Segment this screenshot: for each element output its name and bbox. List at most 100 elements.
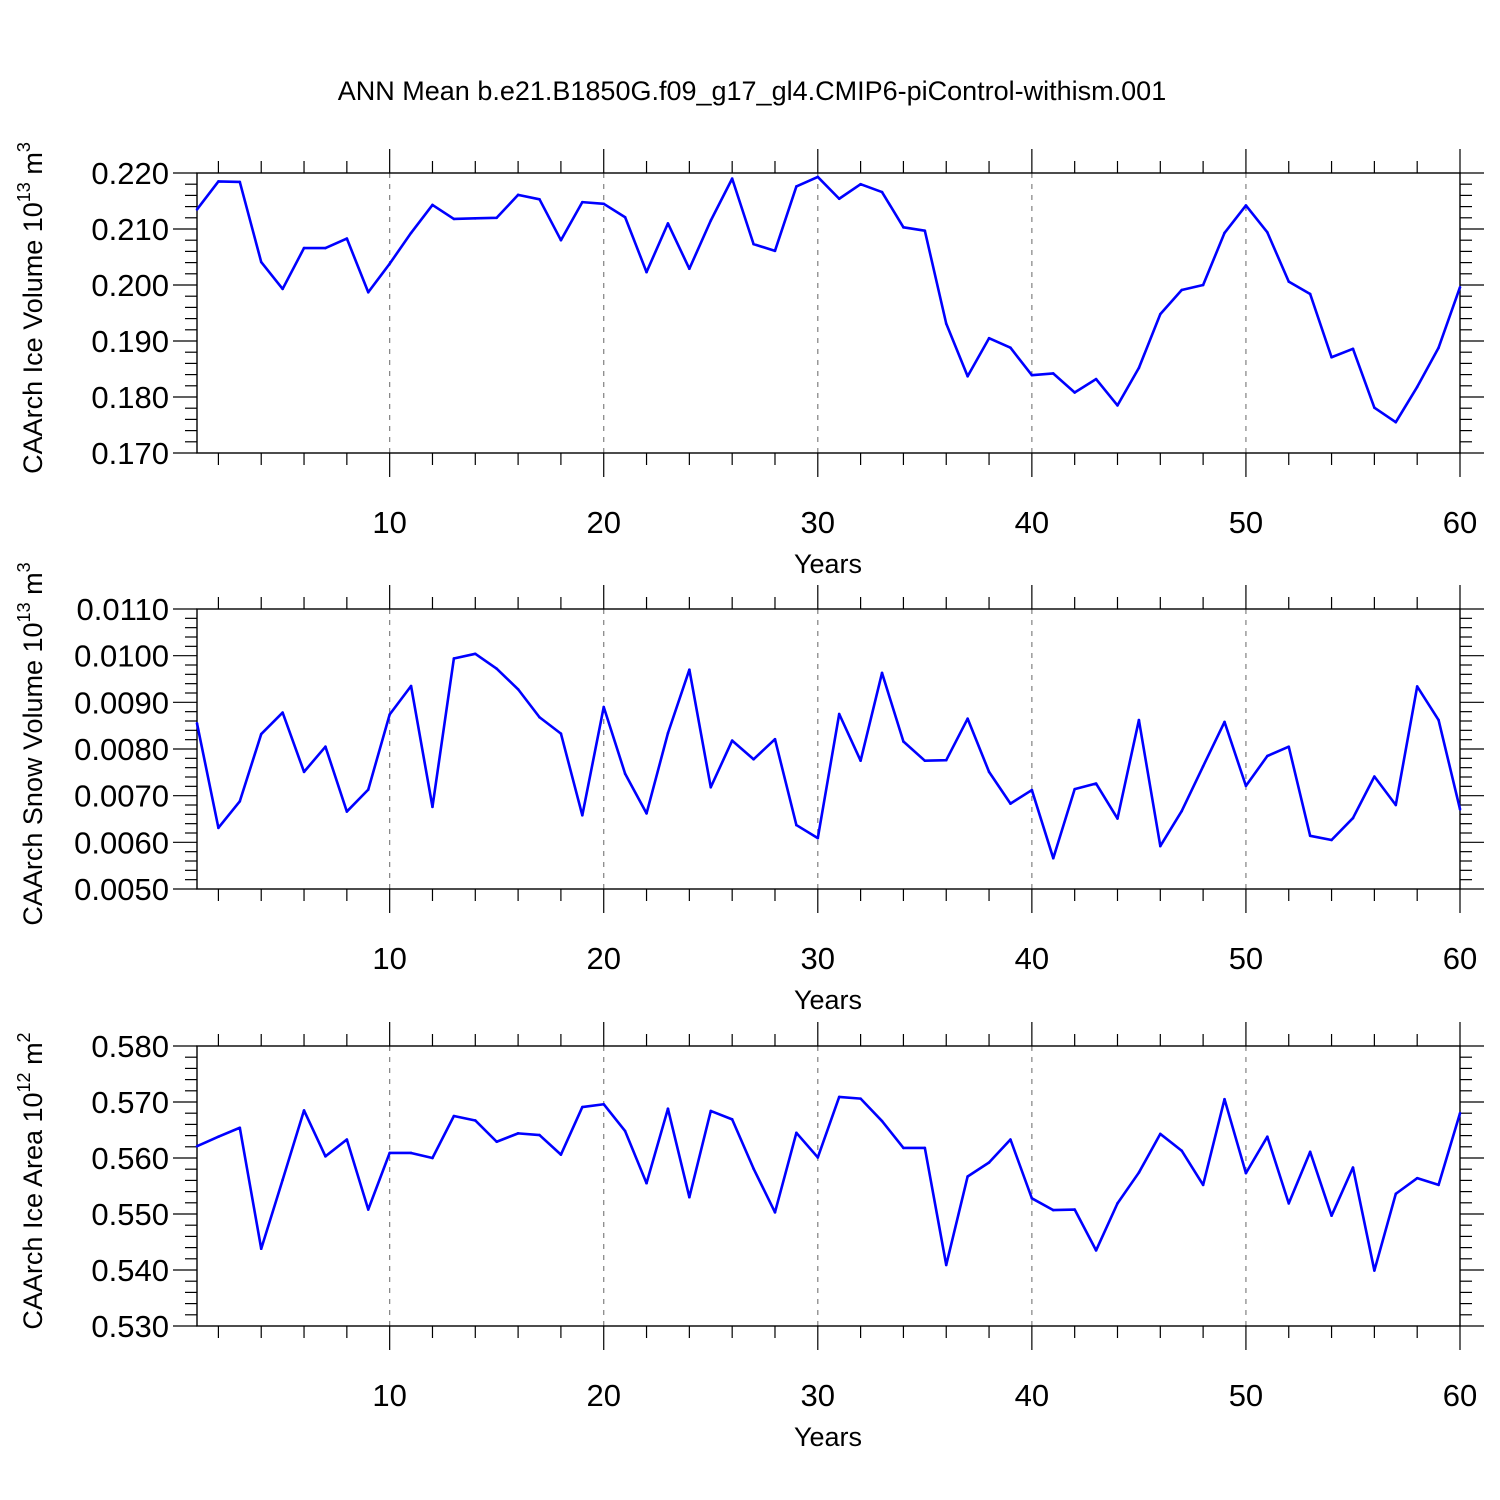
data-point [281, 711, 284, 714]
data-point [1030, 1197, 1034, 1200]
data-point [1051, 372, 1055, 375]
data-point [880, 671, 884, 675]
data-point [581, 813, 584, 817]
data-point [516, 1132, 520, 1135]
data-point [688, 668, 691, 671]
data-point [859, 182, 862, 186]
data-point [623, 215, 627, 219]
data-point [1437, 718, 1440, 722]
data-point [688, 267, 691, 271]
data-point [709, 1109, 713, 1113]
data-point [944, 758, 948, 762]
data-point [859, 1097, 862, 1100]
data-point [324, 1155, 327, 1158]
data-point [409, 684, 413, 688]
y-tick-label: 0.0100 [74, 639, 169, 674]
data-point [1394, 420, 1398, 424]
data-point [1373, 406, 1376, 409]
data-point [1180, 809, 1184, 813]
data-point [409, 1151, 413, 1155]
data-point [645, 1181, 648, 1185]
data-point [987, 336, 991, 340]
data-point [1223, 231, 1226, 235]
x-tick-label: 50 [1229, 1378, 1263, 1413]
x-tick-label: 60 [1443, 1378, 1477, 1413]
y-tick-label: 0.0080 [74, 732, 169, 767]
data-point [880, 1119, 884, 1123]
data-point [1223, 720, 1226, 724]
data-point [217, 826, 220, 830]
data-point [966, 1175, 969, 1178]
data-point [773, 249, 777, 253]
data-point [259, 1247, 263, 1251]
data-point [1159, 844, 1162, 848]
data-point [837, 197, 841, 201]
data-point [431, 203, 434, 207]
data-point [1330, 838, 1333, 842]
data-point [366, 1208, 370, 1211]
data-point [409, 231, 413, 235]
data-point [902, 740, 905, 743]
data-point [324, 246, 327, 250]
data-point [366, 290, 370, 294]
x-tick-label: 10 [372, 941, 406, 976]
data-point [966, 717, 969, 720]
x-tick-label: 30 [801, 1378, 835, 1413]
data-point [559, 238, 563, 242]
data-point [559, 1153, 563, 1156]
data-point [1116, 404, 1119, 407]
data-point [1180, 288, 1184, 292]
data-point [1308, 1150, 1312, 1154]
panel-3: 0.530 0.540 0.550 0.560 0.570 0.580 10 20 30 40 50… [14, 1022, 1484, 1452]
data-point [581, 1105, 584, 1109]
data-point [302, 770, 306, 774]
data-point [944, 1263, 948, 1267]
x-tick-label: 60 [1443, 505, 1477, 540]
data-point [1415, 385, 1419, 389]
y-tick-label: 0.560 [91, 1141, 169, 1176]
data-point [923, 759, 927, 762]
data-point [259, 732, 263, 736]
data-point [431, 805, 434, 809]
y-tick-label: 0.0090 [74, 685, 169, 720]
data-point [1287, 1202, 1291, 1205]
data-point [880, 190, 884, 194]
data-point [238, 1126, 242, 1130]
data-point [1287, 745, 1291, 748]
series-line [195, 175, 1462, 424]
data-point [987, 1161, 991, 1164]
data-point [1051, 856, 1055, 860]
data-point [1244, 204, 1248, 207]
plot-frame [196, 172, 1461, 454]
y-tick-label: 0.220 [91, 156, 169, 191]
data-point [730, 177, 734, 180]
data-point [837, 712, 841, 716]
data-point [944, 322, 948, 325]
data-point [1415, 1176, 1419, 1180]
data-point [1266, 231, 1269, 234]
data-point [516, 193, 520, 197]
data-point [752, 757, 755, 761]
data-point [538, 1133, 541, 1137]
data-point [666, 222, 670, 225]
x-tick-label: 40 [1015, 505, 1049, 540]
data-point [752, 1167, 755, 1170]
data-point [345, 1138, 349, 1141]
data-point [1009, 802, 1012, 805]
data-point [795, 185, 798, 188]
y-tick-label: 0.0070 [74, 779, 169, 814]
data-point [987, 770, 991, 774]
data-point [1351, 816, 1355, 820]
data-point [1137, 1171, 1141, 1174]
data-point [1308, 834, 1312, 838]
data-point [795, 1131, 798, 1135]
data-point [1137, 718, 1141, 722]
panel-1: 0.170 0.180 0.190 0.200 0.210 0.220 10 20 30 40 50… [14, 142, 1484, 579]
data-point [709, 219, 713, 222]
y-tick-label: 0.190 [91, 324, 169, 359]
data-point [559, 732, 563, 735]
x-tick-label: 30 [801, 941, 835, 976]
y-axis-title: CAArch Snow Volume 1013 m3 [14, 562, 48, 925]
y-tick-label: 0.210 [91, 212, 169, 247]
data-point [1073, 391, 1076, 394]
